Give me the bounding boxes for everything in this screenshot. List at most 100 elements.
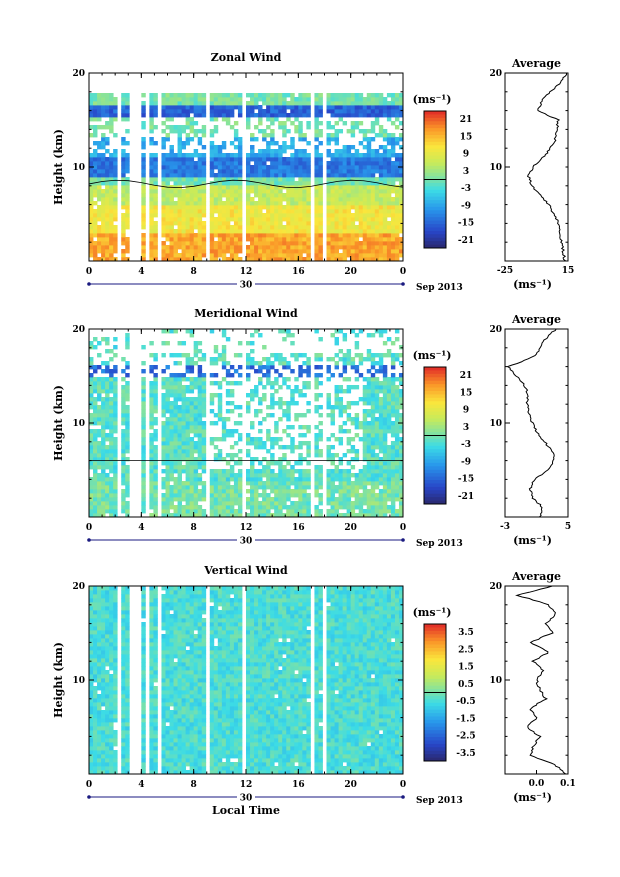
heatmap-cell <box>343 105 347 109</box>
heatmap-cell <box>375 149 379 153</box>
heatmap-cell <box>391 209 395 213</box>
heatmap-cell <box>367 453 371 457</box>
heatmap-cell <box>222 329 226 333</box>
heatmap-cell <box>93 233 97 237</box>
heatmap-cell <box>226 117 230 121</box>
heatmap-cell <box>290 205 294 209</box>
heatmap-cell <box>371 229 375 233</box>
heatmap-cell <box>335 361 339 365</box>
heatmap-cell <box>387 201 391 205</box>
heatmap-cell <box>258 369 262 373</box>
heatmap-cell <box>125 397 129 401</box>
heatmap-cell <box>339 209 343 213</box>
heatmap-cell <box>270 453 274 457</box>
heatmap-cell <box>105 121 109 125</box>
heatmap-cell <box>246 197 250 201</box>
heatmap-cell <box>93 129 97 133</box>
heatmap-cell <box>335 389 339 393</box>
heatmap-cell <box>186 369 190 373</box>
heatmap-cell <box>282 361 286 365</box>
heatmap-cell <box>371 505 375 509</box>
heatmap-cell <box>258 197 262 201</box>
heatmap-cell <box>371 393 375 397</box>
heatmap-cell <box>149 233 153 237</box>
heatmap-cell <box>210 193 214 197</box>
heatmap-cell <box>302 173 306 177</box>
heatmap-cell <box>149 393 153 397</box>
heatmap-cell <box>105 393 109 397</box>
heatmap-cell <box>351 489 355 493</box>
heatmap-cell <box>109 129 113 133</box>
heatmap-cell <box>165 449 169 453</box>
heatmap-cell <box>387 485 391 489</box>
heatmap-cell <box>327 497 331 501</box>
heatmap-cell <box>113 369 117 373</box>
heatmap-cell <box>258 221 262 225</box>
heatmap-cell <box>306 493 310 497</box>
heatmap-cell <box>266 173 270 177</box>
heatmap-cell <box>395 417 399 421</box>
heatmap-cell <box>391 493 395 497</box>
heatmap-cell <box>363 473 367 477</box>
heatmap-cell <box>371 485 375 489</box>
heatmap-cell <box>367 213 371 217</box>
heatmap-cell <box>314 249 318 253</box>
heatmap-cell <box>371 137 375 141</box>
heatmap-cell <box>371 509 375 513</box>
heatmap-cell <box>339 441 343 445</box>
heatmap-cell <box>250 189 254 193</box>
heatmap-cell <box>214 241 218 245</box>
heatmap-cell <box>379 217 383 221</box>
heatmap-cell <box>186 497 190 501</box>
heatmap-cell <box>375 189 379 193</box>
heatmap-cell <box>347 497 351 501</box>
heatmap-cell <box>270 393 274 397</box>
heatmap-cell <box>89 381 93 385</box>
heatmap-cell <box>335 193 339 197</box>
heatmap-cell <box>294 153 298 157</box>
heatmap-cell <box>89 341 93 345</box>
heatmap-cell <box>318 193 322 197</box>
heatmap-cell <box>182 157 186 161</box>
heatmap-cell <box>258 121 262 125</box>
heatmap-cell <box>375 397 379 401</box>
heatmap-cell <box>186 469 190 473</box>
heatmap-cell <box>161 105 165 109</box>
heatmap-cell <box>367 193 371 197</box>
heatmap-cell <box>306 373 310 377</box>
heatmap-cell <box>141 209 145 213</box>
heatmap-cell <box>113 245 117 249</box>
heatmap-cell <box>298 209 302 213</box>
heatmap-cell <box>174 153 178 157</box>
heatmap-cell <box>254 205 258 209</box>
heatmap-cell <box>214 153 218 157</box>
heatmap-cell <box>282 249 286 253</box>
heatmap-cell <box>174 221 178 225</box>
heatmap-cell <box>294 233 298 237</box>
heatmap-cell <box>186 205 190 209</box>
heatmap-cell <box>238 173 242 177</box>
heatmap-cell <box>258 397 262 401</box>
heatmap-cell <box>347 377 351 381</box>
heatmap-cell <box>170 157 174 161</box>
heatmap-cell <box>198 429 202 433</box>
heatmap-cell <box>198 349 202 353</box>
heatmap-cell <box>149 413 153 417</box>
heatmap-cell <box>190 93 194 97</box>
heatmap-cell <box>113 201 117 205</box>
heatmap-cell <box>149 353 153 357</box>
heatmap-cell <box>266 381 270 385</box>
heatmap-cell <box>194 233 198 237</box>
heatmap-cell <box>89 177 93 181</box>
heatmap-cell <box>105 453 109 457</box>
heatmap-cell <box>125 445 129 449</box>
heatmap-cell <box>262 509 266 513</box>
heatmap-cell <box>335 477 339 481</box>
heatmap-cell <box>278 97 282 101</box>
heatmap-cell <box>182 453 186 457</box>
heatmap-cell <box>149 497 153 501</box>
heatmap-cell <box>113 205 117 209</box>
heatmap-cell <box>198 101 202 105</box>
heatmap-cell <box>214 349 218 353</box>
heatmap-cell <box>379 161 383 165</box>
